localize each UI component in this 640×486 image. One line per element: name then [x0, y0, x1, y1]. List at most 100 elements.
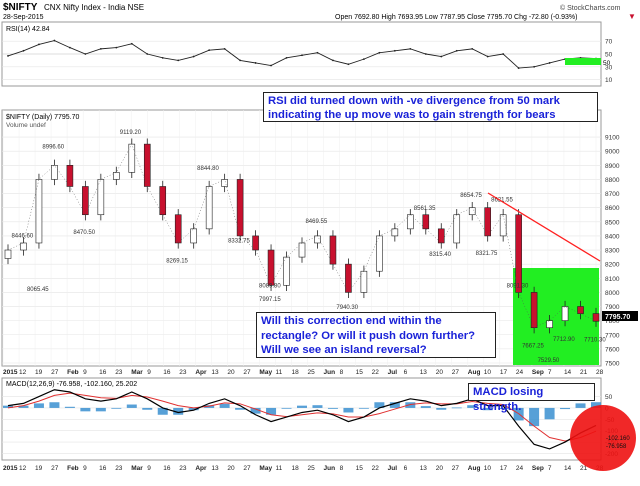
x-tick-label: Jun [324, 369, 336, 376]
price-tick-label: 8000 [605, 290, 620, 297]
rsi-tick-label: 10 [605, 77, 613, 84]
correction-annotation-text: Will this correction end within the rect… [261, 315, 476, 356]
down-arrow-icon: ▼ [628, 12, 636, 21]
x-tick-label: 15 [356, 369, 364, 376]
x-tick-label-lower: 19 [35, 465, 43, 472]
price-tick-label: 8400 [605, 233, 620, 240]
price-point-label: 8089.80 [259, 284, 281, 290]
x-tick-label: 14 [564, 369, 572, 376]
x-tick-label: 8 [340, 369, 344, 376]
rsi-annotation: RSI did turned down with -ve divergence … [263, 92, 598, 122]
macd-histogram-bar [560, 407, 571, 410]
candle-body [66, 165, 74, 187]
x-tick-label: 25 [308, 369, 316, 376]
price-subtitle: Volume undef [6, 122, 46, 129]
candle-body [437, 228, 445, 244]
candles-layer [4, 138, 600, 334]
candle-body [407, 214, 414, 230]
macd-highlight-circle [570, 405, 636, 471]
x-tick-label: 9 [147, 369, 151, 376]
macd-histogram-bar [250, 407, 261, 414]
price-tick-label: 7500 [605, 361, 620, 368]
grid-lines [2, 40, 601, 454]
rsi-point [362, 58, 365, 61]
x-tick-label: Aug [468, 369, 481, 376]
macd-annotation: MACD losing strength. [468, 383, 595, 413]
macd-histogram-bar [157, 407, 168, 415]
rsi-point [99, 47, 102, 50]
candle-body [252, 235, 259, 251]
x-tick-label: 7 [548, 369, 552, 376]
rsi-point [22, 49, 25, 52]
macd-histogram-bar [95, 407, 106, 412]
rsi-point [177, 59, 180, 62]
x-tick-label-lower: 21 [580, 465, 588, 472]
x-tick-label: 16 [163, 369, 171, 376]
rsi-point [115, 46, 118, 49]
rsi-point [208, 49, 211, 52]
rsi-point [130, 42, 133, 45]
macd-histogram-bar [80, 407, 91, 412]
price-point-label: 8844.80 [197, 166, 219, 172]
candle-body [391, 228, 399, 237]
rsi-point [301, 54, 303, 57]
down-trend-line [487, 192, 601, 262]
price-tick-label: 8100 [605, 276, 620, 283]
rsi-point [7, 55, 9, 57]
macd-histogram-bar [575, 403, 586, 408]
x-tick-label: 6 [404, 369, 408, 376]
price-tick-label: 8200 [605, 262, 620, 269]
rsi-point [455, 49, 458, 52]
candle-body [221, 179, 228, 187]
rsi-point [223, 47, 226, 50]
price-tick-label: 9000 [605, 149, 620, 156]
x-tick-label-lower: 13 [420, 465, 428, 472]
price-tick-label: 7900 [605, 304, 620, 311]
rsi-point [393, 49, 396, 52]
x-tick-label-lower: 22 [372, 465, 380, 472]
candle-body [561, 306, 569, 321]
x-tick-label-lower: Mar [131, 465, 143, 472]
macd-title: MACD(12,26,9) -76.958, -102.160, 25.202 [6, 381, 137, 388]
price-point-label: 7712.90 [553, 337, 575, 343]
price-point-label: 7710.30 [584, 337, 606, 343]
macd-histogram-bar [49, 402, 60, 408]
x-tick-label: 20 [227, 369, 235, 376]
rsi-point [239, 59, 242, 62]
macd-tick-label: 50 [605, 394, 613, 401]
candle-body [546, 320, 553, 328]
x-tick-label: 20 [436, 369, 444, 376]
price-point-label: 8561.35 [414, 206, 436, 212]
candle-body [190, 228, 197, 244]
macd-histogram-bar [420, 406, 431, 408]
macd-histogram-bar [343, 407, 354, 413]
x-tick-label-lower: 16 [99, 465, 107, 472]
candle-body [329, 235, 337, 265]
rsi-point [424, 53, 427, 55]
price-point-label: 9119.20 [120, 130, 142, 136]
rsi-point [533, 65, 536, 68]
rsi-point [161, 56, 164, 59]
price-point-label: 8321.75 [476, 251, 498, 257]
rsi-tick-label: 70 [605, 39, 613, 46]
chart-header: $NIFTY CNX Nifty Index - India NSE 28-Se… [3, 2, 636, 21]
price-point-label: 8332.75 [228, 238, 250, 244]
rsi-marker-box [565, 58, 601, 65]
macd-histogram-bar [111, 407, 122, 409]
candle-body [283, 256, 290, 286]
macd-histogram-bar [312, 405, 323, 408]
price-point-label: 8996.60 [42, 145, 64, 151]
x-tick-label-lower: 23 [115, 465, 123, 472]
macd-histogram-bar [188, 407, 199, 411]
rsi-title: RSI(14) 42.84 [6, 26, 50, 33]
candle-body [143, 143, 151, 187]
macd-histogram-bar [281, 407, 292, 409]
candle-body [97, 179, 105, 216]
candle-body [267, 249, 275, 286]
price-point-label: 7529.50 [538, 358, 560, 364]
macd-histogram-bar [297, 405, 307, 408]
macd-layer [3, 389, 601, 450]
price-tick-label: 8500 [605, 219, 620, 226]
macd-histogram-bar [436, 407, 447, 410]
candle-body [345, 263, 352, 293]
